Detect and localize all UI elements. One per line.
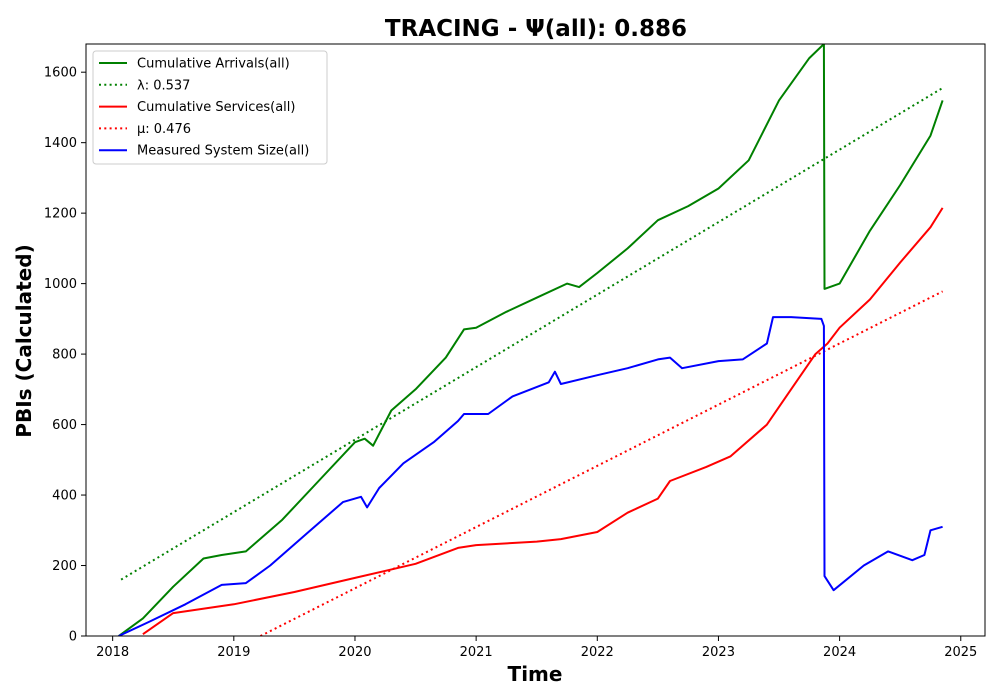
legend-label: Measured System Size(all) [137,144,309,159]
series-line-5 [118,316,943,636]
series-line-3 [142,207,944,636]
y-tick-label: 400 [52,489,77,504]
x-axis: 2018 2019 2020 2021 2022 2023 2024 2025 [96,636,977,660]
y-tick-label: 1000 [44,277,77,292]
y-tick-label: 0 [69,630,77,645]
plot-area [85,43,986,637]
series-line-2 [120,87,944,581]
x-tick-label: 2020 [338,645,371,660]
series-lines [118,44,944,636]
x-tick-label: 2023 [702,645,735,660]
legend-box [92,50,328,165]
legend-label: μ: 0.476 [137,122,191,137]
x-tick-label: 2024 [823,645,856,660]
y-tick-label: 800 [52,348,77,363]
x-tick-label: 2025 [944,645,977,660]
legend-label: λ: 0.537 [137,78,190,93]
legend-label: Cumulative Services(all) [137,100,295,115]
x-tick-label: 2022 [581,645,614,660]
y-tick-label: 1400 [44,136,77,151]
chart-title: TRACING - Ψ(all): 0.886 [385,16,687,42]
legend: Cumulative Arrivals(all) λ: 0.537 Cumulati… [92,50,328,165]
legend-label: Cumulative Arrivals(all) [137,57,290,72]
series-line-4 [260,290,944,636]
x-tick-label: 2019 [217,645,250,660]
y-tick-label: 600 [52,418,77,433]
y-axis: 0 200 400 600 800 1000 1200 1400 1600 [44,66,86,645]
series-line-1 [118,44,944,636]
plot-frame [85,43,986,637]
x-tick-label: 2021 [460,645,493,660]
y-axis-label: PBIs (Calculated) [12,244,36,437]
y-tick-label: 200 [52,559,77,574]
y-tick-label: 1600 [44,66,77,81]
y-tick-label: 1200 [44,207,77,222]
x-axis-label: Time [508,662,563,686]
x-tick-label: 2018 [96,645,129,660]
